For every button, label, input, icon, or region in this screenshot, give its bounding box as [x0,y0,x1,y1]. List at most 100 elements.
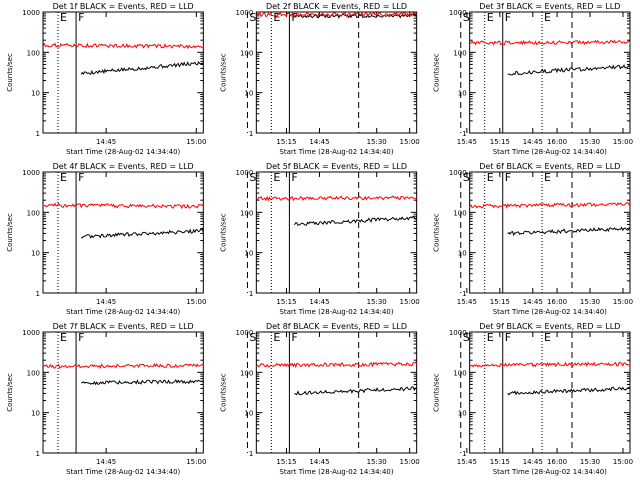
x-tick-label: 15:30 [580,298,600,306]
y-tick-label: 1 [462,130,466,138]
event-marker-label: S [249,171,256,184]
panel-title: Det 1f BLACK = Events, RED = LLD [53,2,194,11]
y-axis-label: Counts/sec [219,53,227,92]
y-tick-label: 10 [458,90,467,98]
lld-series-segment [587,172,640,197]
y-axis-label: Counts/sec [6,53,14,92]
event-marker-label: E [273,331,280,344]
y-tick-label: 1000 [236,169,254,177]
x-axis-label: Start Time (28-Aug-02 14:34:40) [279,148,393,156]
y-tick-label: 100 [240,369,253,377]
detector-panel-5: Det 5f BLACK = Events, RED = LLD Counts/s… [219,162,640,316]
x-tick-label: 14:45 [523,138,543,146]
x-tick-label: 15:15 [490,138,510,146]
plot-frame [469,331,631,454]
detector-panel-7: Det 7f BLACK = Events, RED = LLD Counts/s… [6,322,615,476]
lld-series-segment [256,195,417,202]
plot-frame [255,171,418,294]
detector-panel-4: Det 4f BLACK = Events, RED = LLD Counts/s… [6,162,567,316]
x-tick-label: 15:00 [400,138,420,146]
x-tick-label: 15:00 [186,138,206,146]
x-tick-label: 15:00 [400,298,420,306]
lld-series-segment [43,362,204,370]
lld-series-segment [256,361,417,369]
x-axis-label: Start Time (28-Aug-02 14:34:40) [493,308,607,316]
y-tick-label: 100 [240,49,253,57]
y-axis-label: Counts/sec [6,213,14,252]
event-marker-label: E [544,11,551,24]
events-series-segment [293,215,417,226]
detector-panel-9: Det 9f BLACK = Events, RED = LLD Counts/s… [433,322,633,476]
event-marker-label: E [60,331,67,344]
y-tick-label: 10 [458,410,467,418]
events-series-segment [80,228,204,239]
panel-title: Det 5f BLACK = Events, RED = LLD [266,162,407,171]
x-tick-label: 14:45 [96,458,116,466]
y-tick-label: 1000 [449,9,467,17]
event-marker-label: E [487,171,494,184]
events-series-segment [607,216,640,222]
detector-panel-3: Det 3f BLACK = Events, RED = LLD Counts/s… [433,2,633,156]
event-marker-label: S [249,331,256,344]
x-tick-label: 15:00 [400,458,420,466]
y-tick-label: 1 [462,450,466,458]
x-tick-label: 14:45 [523,298,543,306]
event-marker-label: E [273,11,280,24]
panel-title: Det 9f BLACK = Events, RED = LLD [479,322,620,331]
y-axis-label: Counts/sec [6,373,14,412]
x-tick-label: 15:30 [367,138,387,146]
panel-title: Det 4f BLACK = Events, RED = LLD [53,162,194,171]
events-series-segment [394,378,564,383]
lld-series-segment [469,202,630,209]
y-tick-label: 1 [36,450,40,458]
x-tick-label: 15:15 [276,138,296,146]
x-axis-label: Start Time (28-Aug-02 14:34:40) [493,148,607,156]
event-marker-label: F [291,331,297,344]
event-marker-label: S [249,11,256,24]
x-tick-label: 16:00 [547,458,567,466]
y-tick-label: 100 [453,209,466,217]
y-tick-label: 100 [240,209,253,217]
x-tick-label: 15:00 [613,138,633,146]
event-marker-label: F [291,11,297,24]
x-tick-label: 14:45 [96,138,116,146]
events-series-segment [507,386,630,396]
y-tick-label: 1000 [449,169,467,177]
y-tick-label: 100 [27,209,40,217]
event-marker-label: F [78,331,84,344]
x-tick-label: 15:15 [276,298,296,306]
x-axis-label: Start Time (28-Aug-02 14:34:40) [279,468,393,476]
panel-title: Det 3f BLACK = Events, RED = LLD [479,2,620,11]
event-marker-label: F [505,171,511,184]
y-tick-label: 1 [36,290,40,298]
y-tick-label: 1000 [22,9,40,17]
x-tick-label: 15:45 [457,138,477,146]
plot-frame [469,171,631,294]
x-axis-label: Start Time (28-Aug-02 14:34:40) [66,148,180,156]
event-marker-label: S [463,171,470,184]
lld-series-segment [374,332,615,367]
plot-frame [42,171,204,294]
detector-panel-6: Det 6f BLACK = Events, RED = LLD Counts/s… [433,162,633,316]
event-marker-label: F [291,171,297,184]
y-tick-label: 10 [244,250,253,258]
events-series-segment [294,386,417,396]
event-marker-label: E [487,331,494,344]
y-tick-label: 1 [36,130,40,138]
x-tick-label: 15:15 [276,458,296,466]
x-tick-label: 14:45 [309,298,329,306]
event-marker-label: E [544,331,551,344]
y-tick-label: 100 [27,49,40,57]
x-tick-label: 14:45 [523,458,543,466]
x-tick-label: 16:00 [547,138,567,146]
x-axis-label: Start Time (28-Aug-02 14:34:40) [66,468,180,476]
x-tick-label: 15:00 [186,458,206,466]
x-tick-label: 15:00 [186,298,206,306]
x-axis-label: Start Time (28-Aug-02 14:34:40) [279,308,393,316]
y-tick-label: 1000 [236,9,254,17]
x-tick-label: 14:45 [309,458,329,466]
event-marker-label: F [505,11,511,24]
lld-series-segment [256,12,417,18]
event-marker-label: S [463,11,470,24]
